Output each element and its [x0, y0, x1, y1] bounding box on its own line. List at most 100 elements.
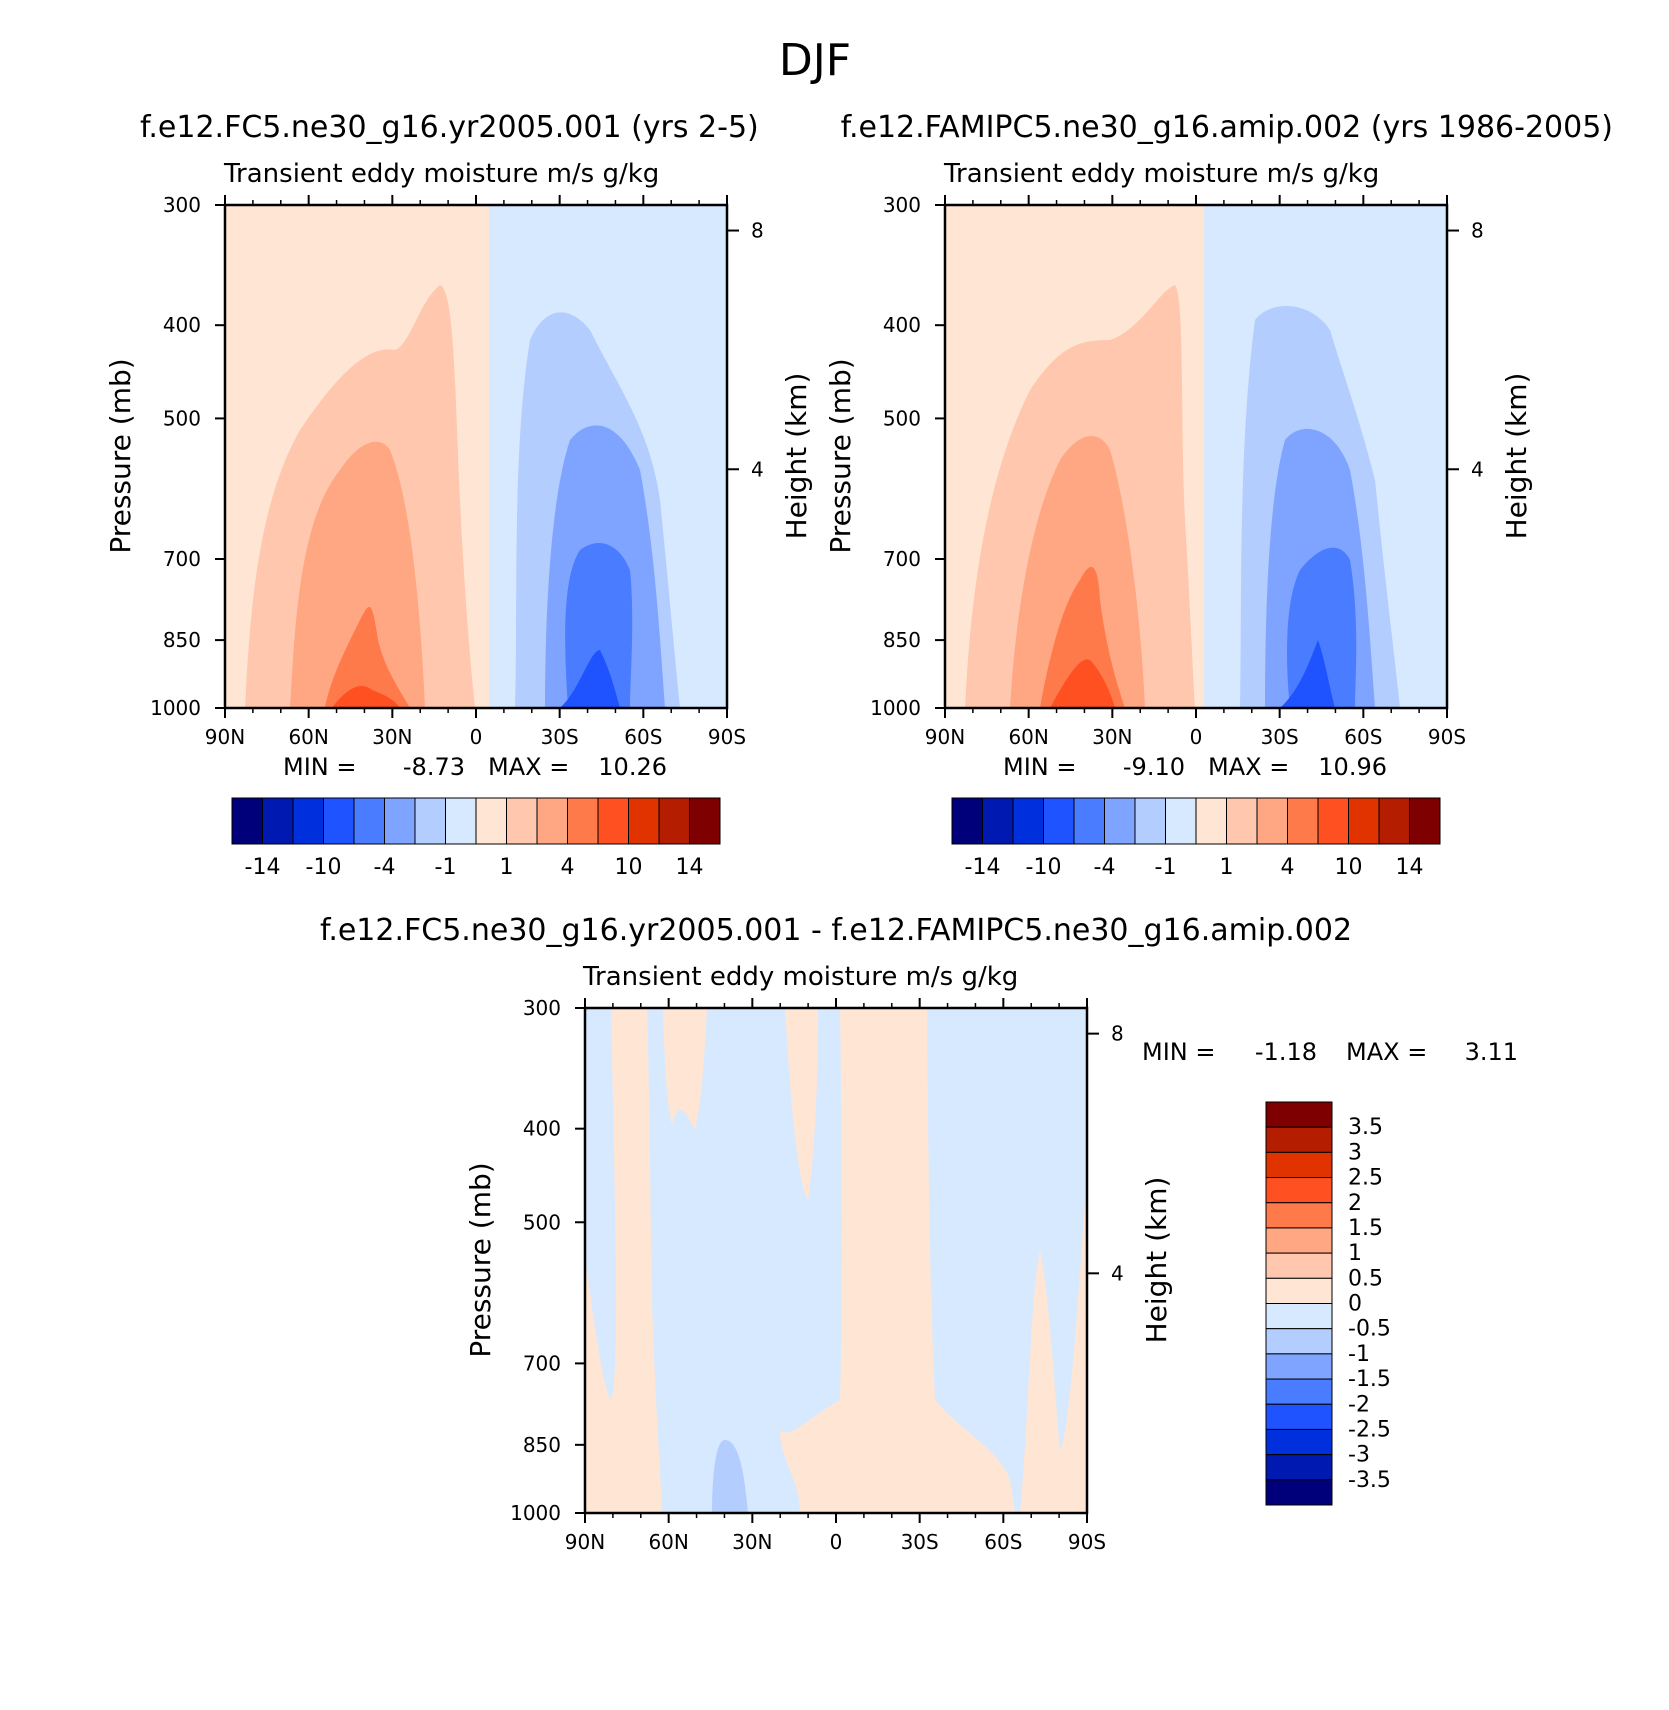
colorbar-swatch	[1348, 797, 1380, 845]
panel-2-colorbar: -14 -10 -4 -1 1 4 10 14	[951, 797, 1441, 880]
colorbar-swatch	[1265, 1177, 1333, 1204]
y-tick-right-label: 8	[1111, 1022, 1124, 1046]
panel-2-contour-pos-3	[1040, 566, 1125, 708]
colorbar-swatch	[1265, 1126, 1333, 1153]
colorbar-swatch	[1104, 797, 1136, 845]
x-tick-label: 0	[1190, 725, 1203, 749]
colorbar-swatch	[1265, 1227, 1333, 1254]
colorbar-label: 3.5	[1348, 1115, 1383, 1140]
y-tick-label: 700	[523, 1351, 561, 1375]
colorbar-swatch	[982, 797, 1014, 845]
colorbar-label: 1	[500, 855, 514, 880]
x-tick-label: 30N	[732, 1530, 772, 1554]
panel-3-band-pos-1	[585, 1008, 662, 1513]
y-tick-label: 1000	[150, 696, 201, 720]
colorbar-label: 1.5	[1348, 1216, 1383, 1241]
colorbar-swatch	[1073, 797, 1105, 845]
y-tick-label: 500	[523, 1210, 561, 1234]
colorbar-swatch	[1265, 1454, 1333, 1481]
colorbar-swatch	[1265, 1252, 1333, 1279]
panel-3-max-value: 3.11	[1465, 1038, 1518, 1066]
y-tick-label: 400	[163, 313, 201, 337]
colorbar-swatch	[1165, 797, 1197, 845]
x-tick-label: 30S	[901, 1530, 939, 1554]
colorbar-label: 4	[1281, 855, 1295, 880]
x-tick-label: 90N	[925, 725, 965, 749]
colorbar-swatch	[292, 797, 324, 845]
colorbar-label: 10	[615, 855, 643, 880]
colorbar-swatch	[1265, 1303, 1333, 1330]
colorbar-swatch	[262, 797, 294, 845]
panel-2-max-label: MAX =	[1208, 753, 1289, 781]
y-tick-label: 700	[883, 547, 921, 571]
panel-1-plot	[223, 203, 729, 710]
colorbar-label: -1	[435, 855, 457, 880]
x-tick-label: 30N	[1092, 725, 1132, 749]
panel-1-ylabel-right: Height (km)	[780, 373, 813, 540]
colorbar-swatch	[414, 797, 446, 845]
colorbar-label: 2	[1348, 1191, 1362, 1216]
colorbar-label: 1	[1348, 1241, 1362, 1266]
x-tick-label: 30S	[1261, 725, 1299, 749]
colorbar-swatch	[628, 797, 660, 845]
panel-2-ylabel-right: Height (km)	[1500, 373, 1533, 540]
colorbar-swatch	[475, 797, 507, 845]
colorbar-swatch	[323, 797, 355, 845]
colorbar-label: -1	[1348, 1342, 1370, 1367]
panel-3-max-label: MAX =	[1346, 1038, 1427, 1066]
colorbar-swatch	[1265, 1428, 1333, 1456]
colorbar-swatch	[1265, 1353, 1333, 1380]
colorbar-swatch	[536, 797, 568, 845]
y-tick-label: 1000	[510, 1501, 561, 1525]
panel-1-min-value: -8.73	[403, 753, 465, 781]
colorbar-label: 1	[1220, 855, 1234, 880]
panel-3-case-title: f.e12.FC5.ne30_g16.yr2005.001 - f.e12.FA…	[320, 913, 1352, 948]
colorbar-label: -1.5	[1348, 1367, 1391, 1392]
colorbar-swatch	[1265, 1202, 1333, 1229]
x-tick-label: 30S	[541, 725, 579, 749]
colorbar-swatch	[1195, 797, 1227, 845]
colorbar-label: 4	[561, 855, 575, 880]
colorbar-swatch	[1043, 797, 1075, 845]
colorbar-swatch	[384, 797, 416, 845]
colorbar-swatch	[1265, 1277, 1333, 1304]
x-tick-label: 60N	[288, 725, 328, 749]
y-tick-right-label: 8	[751, 219, 764, 243]
colorbar-label: 14	[1396, 855, 1424, 880]
panel-2-min-label: MIN =	[1003, 753, 1076, 781]
panel-3-band-pos-2	[663, 1008, 707, 1130]
x-tick-label: 60N	[648, 1530, 688, 1554]
y-tick-right-label: 4	[1111, 1261, 1124, 1285]
colorbar-label: -1	[1155, 855, 1177, 880]
panel-1-case-title: f.e12.FC5.ne30_g16.yr2005.001 (yrs 2-5)	[140, 110, 759, 145]
y-tick-label: 850	[523, 1433, 561, 1457]
panel-3: f.e12.FC5.ne30_g16.yr2005.001 - f.e12.FA…	[320, 913, 1518, 1554]
colorbar-swatch	[951, 797, 983, 845]
y-tick-label: 300	[163, 193, 201, 217]
y-tick-label: 300	[883, 193, 921, 217]
y-tick-label: 1000	[870, 696, 921, 720]
colorbar-label: 3	[1348, 1140, 1362, 1165]
colorbar-swatch	[1265, 1378, 1333, 1405]
colorbar-label: -10	[1026, 855, 1062, 880]
panel-1-contour-pos-4	[332, 686, 400, 708]
panel-3-band-pos-4	[780, 1008, 1015, 1513]
colorbar-label: 14	[676, 855, 704, 880]
x-tick-label: 90N	[565, 1530, 605, 1554]
panel-3-min-label: MIN =	[1142, 1038, 1215, 1066]
panel-3-ylabel: Pressure (mb)	[464, 1162, 497, 1357]
panel-3-ylabel-right: Height (km)	[1140, 1177, 1173, 1344]
y-tick-right-label: 4	[1471, 457, 1484, 481]
panel-3-subtitle: Transient eddy moisture m/s g/kg	[582, 962, 1018, 992]
panel-1-contour-neg-4	[560, 650, 620, 708]
y-tick-label: 500	[163, 406, 201, 430]
panel-1: f.e12.FC5.ne30_g16.yr2005.001 (yrs 2-5) …	[104, 110, 813, 880]
colorbar-label: -4	[374, 855, 396, 880]
colorbar-swatch	[353, 797, 385, 845]
colorbar-swatch	[658, 797, 690, 845]
panel-1-subtitle: Transient eddy moisture m/s g/kg	[223, 159, 659, 189]
y-tick-label: 500	[883, 406, 921, 430]
colorbar-label: 0.5	[1348, 1266, 1383, 1291]
x-tick-label: 60N	[1008, 725, 1048, 749]
panel-3-band-pos-5	[1020, 1200, 1087, 1513]
